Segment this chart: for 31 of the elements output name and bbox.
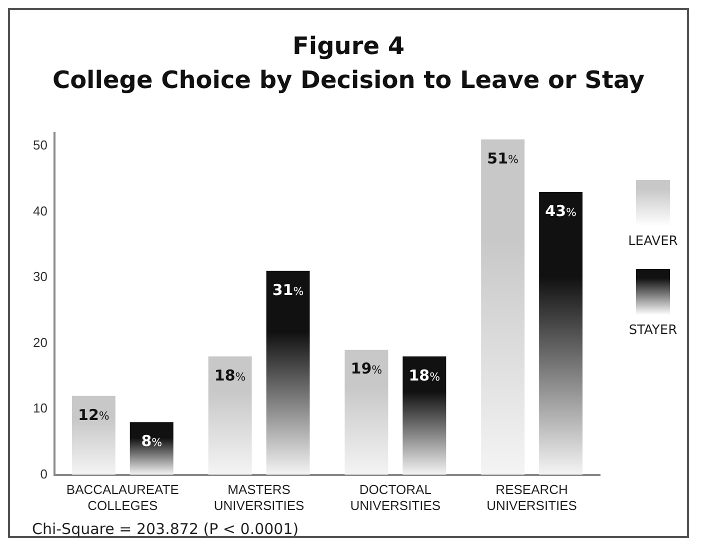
- bar: [72, 396, 116, 475]
- y-tick-label: 20: [32, 334, 48, 350]
- data-label: 12%: [78, 406, 110, 424]
- data-label: 43%: [545, 202, 576, 220]
- bar: [539, 192, 583, 475]
- data-label: 18%: [214, 366, 246, 384]
- y-tick-label: 50: [32, 138, 48, 153]
- bar: [344, 350, 388, 475]
- y-tick-label: 40: [32, 203, 48, 218]
- data-label: 31%: [272, 280, 304, 299]
- chart-title: Figure 4: [291, 32, 406, 60]
- chart-subtitle: College Choice by Decision to Leave or Stay: [51, 66, 646, 94]
- x-tick-label: DOCTORAL UNIVERSITIES: [350, 482, 441, 513]
- text: STAYER: [628, 323, 678, 338]
- bar: [208, 356, 252, 475]
- x-tick-label: MASTERS UNIVERSITIES: [214, 482, 305, 513]
- y-tick-label: 10: [32, 400, 48, 416]
- bar: [481, 139, 525, 475]
- y-tick-label: 30: [32, 269, 48, 284]
- bar: [402, 356, 446, 475]
- x-tick-label: RESEARCH UNIVERSITIES: [486, 482, 578, 513]
- data-label: 18%: [408, 366, 440, 384]
- bar: [266, 270, 310, 475]
- x-tick-label: BACCALAUREATE COLLEGES: [66, 482, 180, 513]
- data-label: 8%: [141, 432, 162, 450]
- data-label: 51%: [487, 149, 518, 168]
- bar: [130, 422, 174, 475]
- data-label: 19%: [350, 360, 382, 378]
- text: LEAVER: [628, 234, 678, 249]
- y-tick-label: 0: [40, 466, 48, 482]
- text: Chi-Square = 203.872 (P < 0.0001): [32, 520, 299, 538]
